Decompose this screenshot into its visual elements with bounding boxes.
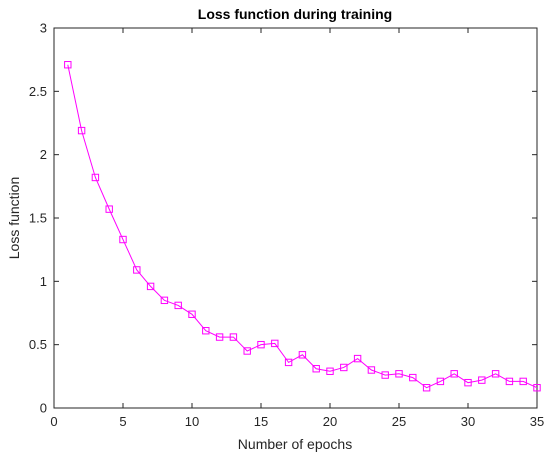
axis-ticks: 0 5 10 15 20 25 30 35 0 0.5 1 1.5 2 2.5 3 (29, 21, 544, 430)
y-tick-label: 0 (40, 401, 47, 416)
data-point-marker (174, 301, 182, 310)
x-tick-label: 15 (254, 414, 268, 429)
data-point-marker (119, 235, 127, 244)
data-point-marker (326, 367, 334, 375)
data-point-marker (215, 333, 224, 341)
data-point-marker (188, 310, 196, 318)
data-point-marker (298, 351, 307, 359)
x-axis-label: Number of epochs (238, 436, 352, 452)
data-point-marker (478, 376, 486, 384)
data-point-marker (353, 354, 362, 363)
data-point-marker (491, 370, 500, 378)
data-point-marker (436, 377, 445, 386)
plot-area (53, 27, 538, 409)
x-tick-label: 35 (530, 414, 544, 429)
data-point-marker (271, 339, 279, 348)
y-tick-label: 2.5 (29, 84, 47, 99)
series-group (64, 61, 541, 392)
x-tick-label: 5 (119, 414, 126, 429)
data-point-marker (519, 377, 527, 386)
y-tick-label: 3 (40, 21, 47, 36)
data-point-marker (64, 61, 72, 69)
data-point-marker (464, 378, 472, 387)
data-point-marker (284, 358, 293, 367)
y-axis-label: Loss function (6, 177, 22, 260)
data-point-marker (257, 340, 265, 349)
data-point-marker (422, 384, 431, 392)
data-point-marker (77, 126, 86, 135)
data-point-marker (105, 205, 113, 213)
y-tick-label: 2 (40, 147, 47, 162)
data-point-marker (202, 327, 210, 335)
data-point-marker (146, 282, 155, 291)
x-tick-label: 10 (185, 414, 199, 429)
data-point-marker (533, 384, 541, 392)
y-tick-label: 1 (40, 274, 47, 289)
chart-title: Loss function during training (198, 6, 392, 22)
data-point-marker (340, 363, 348, 372)
y-tick-label: 0.5 (29, 337, 47, 352)
data-point-marker (409, 373, 417, 382)
data-point-marker (367, 366, 376, 374)
data-point-marker (91, 173, 100, 182)
x-tick-label: 0 (50, 414, 57, 429)
data-point-marker (133, 266, 141, 274)
data-point-marker (450, 370, 458, 378)
data-point-marker (381, 371, 389, 379)
data-point-marker (505, 377, 514, 386)
data-point-marker (229, 333, 238, 341)
x-tick-label: 20 (323, 414, 337, 429)
series-line (67, 64, 538, 389)
x-tick-label: 25 (392, 414, 406, 429)
data-point-marker (312, 365, 320, 373)
y-tick-label: 1.5 (29, 211, 47, 226)
data-point-marker (243, 347, 251, 355)
x-tick-label: 30 (461, 414, 475, 429)
data-point-marker (160, 296, 169, 305)
data-point-marker (395, 370, 403, 378)
